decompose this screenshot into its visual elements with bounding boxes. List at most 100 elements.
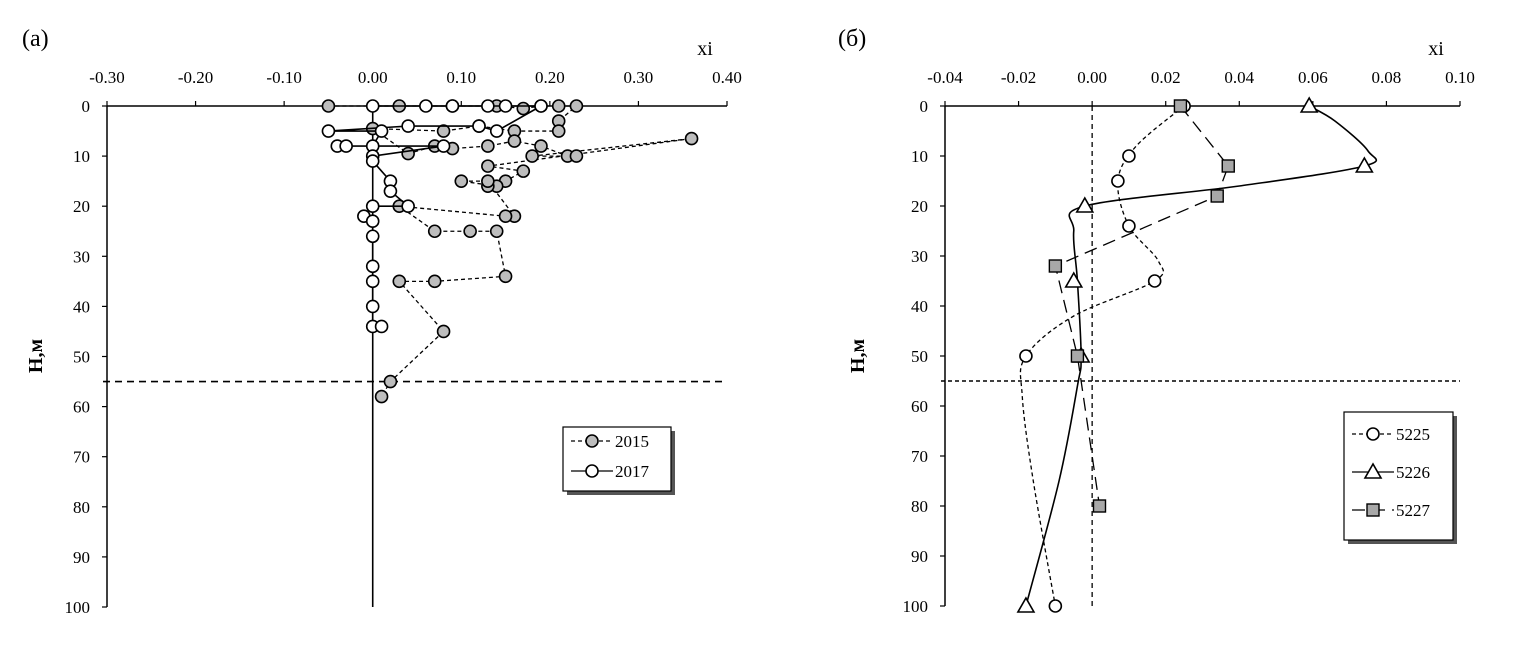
y-tick-label: 40 — [911, 297, 928, 316]
x-tick-label: -0.04 — [927, 68, 963, 87]
data-point-5227 — [1173, 99, 1188, 113]
panel-a-x-axis-label: xi — [697, 38, 713, 60]
legend-marker-5225 — [1366, 427, 1380, 441]
x-tick-label: 0.00 — [1077, 68, 1107, 87]
data-point-2015 — [498, 209, 513, 224]
panel-a-label: (а) — [22, 26, 49, 52]
data-point-2017 — [365, 274, 380, 289]
legend-box — [562, 426, 672, 492]
series-line-5225 — [1019, 105, 1185, 607]
panel-b-legend: 5225 5226 5227 — [1343, 411, 1457, 544]
y-tick-label: 30 — [73, 247, 90, 266]
x-tick-label: 0.02 — [1151, 68, 1181, 87]
panel-a-y-axis-label: H,м — [25, 339, 47, 373]
y-tick-label: 60 — [911, 397, 928, 416]
x-tick-label: -0.02 — [1001, 68, 1036, 87]
data-point-2017 — [374, 319, 389, 334]
data-point-2017 — [365, 259, 380, 274]
data-point-2017 — [321, 124, 336, 138]
data-point-2015 — [427, 224, 442, 239]
data-point-2017 — [498, 99, 513, 113]
panel-b-series — [1016, 96, 1378, 613]
data-point-2015 — [507, 134, 522, 148]
series-2015 — [321, 99, 699, 404]
y-tick-label: 30 — [911, 247, 928, 266]
data-point-2017 — [401, 119, 415, 133]
y-tick-label: 20 — [911, 197, 928, 216]
legend-label-5226: 5226 — [1396, 463, 1430, 482]
series-5225 — [1019, 99, 1191, 613]
y-tick-label: 80 — [911, 497, 928, 516]
x-tick-label: 0.08 — [1372, 68, 1402, 87]
series-5226 — [1016, 96, 1378, 613]
legend-label-2017: 2017 — [615, 462, 650, 481]
y-tick-label: 100 — [903, 597, 929, 616]
panel-b: (б) xi H,м -0.04 -0.02 0.00 0.02 0.04 0.06 0.0… — [838, 26, 1475, 616]
y-tick-label: 50 — [911, 347, 928, 366]
data-point-2017 — [339, 139, 353, 153]
data-point-2015 — [454, 174, 469, 188]
data-point-5225 — [1019, 349, 1033, 363]
data-point-5227 — [1070, 349, 1085, 363]
data-point-2017 — [365, 214, 380, 229]
data-point-5226 — [1299, 96, 1319, 113]
series-5227 — [1048, 99, 1235, 513]
legend-label-2015: 2015 — [615, 432, 649, 451]
data-point-5225 — [1111, 174, 1125, 188]
data-point-2015 — [481, 174, 495, 188]
data-point-2015 — [569, 99, 584, 113]
data-point-2017 — [534, 99, 548, 113]
data-point-2015 — [321, 99, 336, 113]
x-tick-label: 0.00 — [358, 68, 388, 87]
data-point-2015 — [684, 131, 699, 146]
y-tick-label: 0 — [82, 97, 91, 116]
y-tick-label: 70 — [73, 448, 90, 467]
panel-b-x-axis-label: xi — [1428, 38, 1444, 60]
x-tick-label: 0.30 — [624, 68, 654, 87]
data-point-5227 — [1048, 259, 1063, 273]
data-point-2015 — [481, 159, 495, 173]
data-point-2015 — [498, 269, 513, 284]
data-point-5226 — [1075, 196, 1095, 213]
x-tick-label: -0.20 — [178, 68, 213, 87]
data-point-2017 — [445, 99, 460, 113]
panel-a-series — [321, 99, 699, 404]
data-point-2017 — [365, 154, 380, 168]
y-tick-label: 60 — [73, 398, 90, 417]
y-tick-label: 90 — [73, 548, 90, 567]
data-point-2015 — [516, 164, 531, 178]
data-point-2017 — [365, 199, 380, 213]
x-tick-label: -0.10 — [266, 68, 301, 87]
data-point-2017 — [365, 299, 380, 314]
series-line-2015 — [328, 105, 692, 397]
panel-b-y-axis-label: H,м — [847, 339, 869, 373]
data-point-2017 — [489, 124, 504, 138]
legend-marker-5227 — [1366, 503, 1380, 517]
data-point-5226 — [1016, 596, 1036, 613]
legend-label-5227: 5227 — [1396, 501, 1431, 520]
data-point-2017 — [481, 99, 495, 113]
x-tick-label: 0.40 — [712, 68, 742, 87]
data-point-5225 — [1147, 274, 1162, 288]
data-point-2015 — [551, 99, 566, 113]
data-point-2015 — [516, 101, 531, 116]
panel-a-legend: 2015 2017 — [562, 426, 675, 495]
data-point-5227 — [1221, 159, 1235, 173]
series-line-5226 — [1025, 105, 1378, 607]
data-point-2017 — [419, 99, 433, 113]
data-point-2015 — [551, 124, 566, 138]
x-tick-label: 0.10 — [1445, 68, 1475, 87]
data-point-2015 — [436, 124, 451, 138]
data-point-2017 — [472, 119, 486, 133]
data-point-2015 — [534, 139, 548, 153]
panel-a: (а) xi H,м -0.30 -0.20 -0.10 0.00 0.10 0.20 0.… — [22, 26, 742, 617]
y-tick-label: 50 — [73, 348, 90, 367]
data-point-2015 — [489, 224, 504, 239]
data-point-2015 — [481, 139, 495, 153]
panel-a-axes: -0.30 -0.20 -0.10 0.00 0.10 0.20 0.30 0.40 0 10 20… — [65, 68, 742, 617]
data-point-2015 — [463, 224, 477, 239]
data-point-2017 — [383, 184, 398, 198]
data-point-2015 — [436, 324, 451, 339]
data-point-5227 — [1092, 499, 1107, 513]
